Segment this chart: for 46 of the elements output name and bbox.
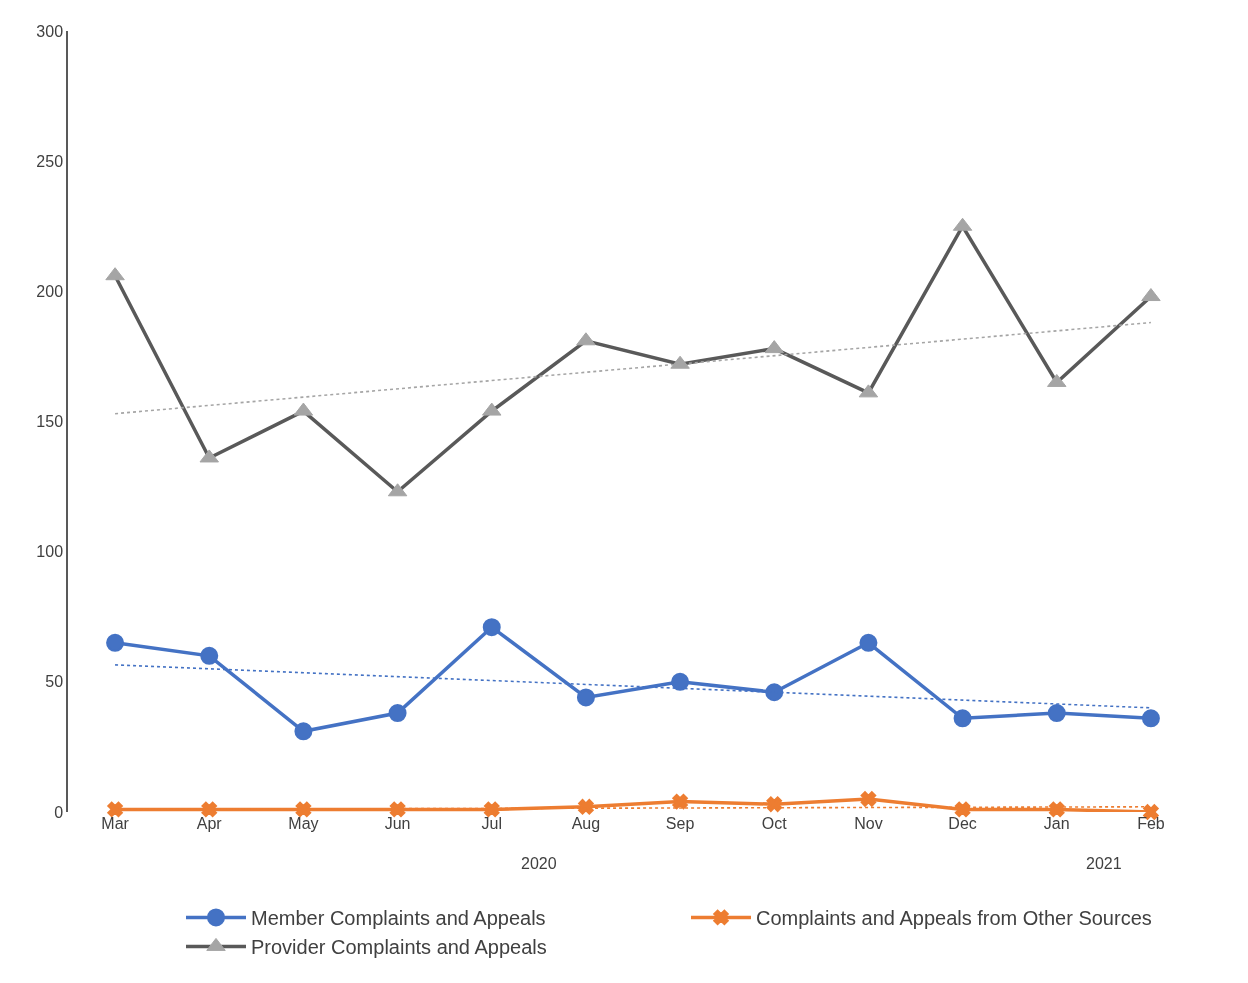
y-tick-label: 150 [36, 413, 64, 431]
point [294, 722, 313, 741]
x-tick-label: Nov [854, 815, 883, 832]
point [201, 801, 218, 818]
text: 2020 [521, 855, 557, 872]
x-tick-label: Sep [665, 815, 695, 832]
point [1048, 801, 1065, 818]
point [860, 791, 877, 807]
x-tick-label: Dec [948, 815, 977, 832]
y-tick-label: 50 [45, 673, 64, 691]
point [483, 801, 500, 818]
x-tick-label: Aug [571, 815, 601, 832]
point [859, 633, 878, 652]
point [388, 704, 407, 723]
point [295, 801, 312, 818]
legend-label: Member Complaints and Appeals [251, 907, 546, 930]
point [482, 618, 501, 637]
point [1141, 709, 1160, 728]
x-tick-label: Apr [196, 815, 223, 832]
point [578, 799, 594, 815]
point [389, 801, 406, 818]
legend-label: Complaints and Appeals from Other Sources [756, 907, 1152, 930]
point [953, 709, 972, 728]
point [765, 683, 784, 702]
point [576, 688, 595, 707]
y-tick-label: 300 [36, 22, 64, 40]
y-tick-label: 250 [36, 152, 64, 170]
point [1047, 704, 1066, 723]
x-tick-label: May [288, 815, 319, 832]
x-tick-label: Oct [761, 815, 788, 832]
legend-label: Provider Complaints and Appeals [251, 936, 547, 959]
point [106, 633, 125, 652]
y-tick-label: 100 [36, 543, 64, 561]
x-tick-label: Jun [384, 815, 411, 832]
x-tick-label: Jul [481, 815, 502, 832]
x-tick-label: Feb [1137, 815, 1165, 832]
y-tick-label: 200 [36, 282, 64, 300]
x-tick-label: Mar [101, 815, 130, 832]
point [107, 801, 123, 818]
point [671, 672, 690, 691]
point [766, 796, 783, 812]
text: 2021 [1086, 855, 1122, 872]
point [200, 646, 219, 665]
point [672, 793, 688, 810]
y-tick-label: 0 [54, 803, 64, 821]
x-tick-label: Jan [1043, 815, 1070, 832]
